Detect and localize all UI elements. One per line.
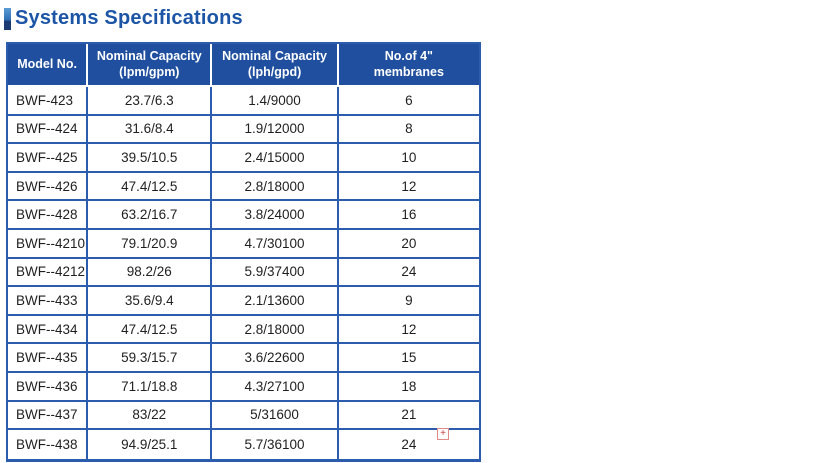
table-row: BWF--426 47.4/12.5 2.8/18000 12 [8,172,479,202]
membranes-cell: 9 [338,287,479,316]
model-cell: BWF--424 [8,115,89,145]
table-row: BWF--436 71.1/18.8 4.3/27100 18 [8,372,479,402]
membranes-cell: 24 [338,258,479,288]
capacity-lph-cell: 4.3/27100 [212,372,339,402]
capacity-lpm-cell: 39.5/10.5 [88,144,213,173]
specifications-table: Model No. Nominal Capacity (lpm/gpm) Nomi… [6,42,481,462]
capacity-lph-cell: 1.4/9000 [212,87,339,116]
capacity-lph-cell: 5.7/36100 [212,430,339,459]
capacity-lph-cell: 2.4/15000 [212,144,339,173]
capacity-lpm-cell: 59.3/15.7 [88,344,213,373]
capacity-lpm-cell: 98.2/26 [88,258,213,288]
capacity-lph-cell: 5.9/37400 [212,258,339,288]
table-row: BWF--435 59.3/15.7 3.6/22600 15 [8,344,479,373]
capacity-lpm-cell: 31.6/8.4 [88,115,213,145]
column-header-capacity-lpm: Nominal Capacity (lpm/gpm) [88,44,213,87]
column-header-capacity-lph: Nominal Capacity (lph/gpd) [212,44,339,87]
membranes-cell: 21 [338,401,479,431]
capacity-lpm-cell: 63.2/16.7 [88,201,213,230]
model-cell: BWF--435 [8,344,89,373]
model-cell: BWF--425 [8,144,89,173]
model-cell: BWF--434 [8,315,89,345]
capacity-lph-cell: 2.8/18000 [212,172,339,202]
membranes-cell: 12 [338,315,479,345]
model-cell: BWF--4210 [8,229,89,259]
table-row: BWF--428 63.2/16.7 3.8/24000 16 [8,201,479,230]
capacity-lpm-cell: 47.4/12.5 [88,315,213,345]
membranes-cell: 8 [338,115,479,145]
table-row: BWF--438 94.9/25.1 5.7/36100 24 [8,430,479,459]
capacity-lpm-cell: 83/22 [88,401,213,431]
model-cell: BWF--436 [8,372,89,402]
capacity-lpm-cell: 23.7/6.3 [88,87,213,116]
capacity-lph-cell: 5/31600 [212,401,339,431]
table-header: Model No. Nominal Capacity (lpm/gpm) Nomi… [8,44,479,87]
membranes-cell: 24 [338,430,479,459]
capacity-lph-cell: 3.6/22600 [212,344,339,373]
table-row: BWF--437 83/22 5/31600 21 [8,401,479,431]
capacity-lpm-cell: 79.1/20.9 [88,229,213,259]
table-row: BWF--433 35.6/9.4 2.1/13600 9 [8,287,479,316]
model-cell: BWF--433 [8,287,89,316]
capacity-lpm-cell: 71.1/18.8 [88,372,213,402]
column-header-membranes: No.of 4" membranes [338,44,479,87]
page-title: Systems Specifications [15,7,243,29]
membranes-cell: 10 [338,144,479,173]
table-body: BWF-423 23.7/6.3 1.4/9000 6 BWF--424 31.6/8.4… [8,87,479,459]
table-row: BWF--425 39.5/10.5 2.4/15000 10 [8,144,479,173]
membranes-cell: 6 [338,87,479,116]
capacity-lph-cell: 2.1/13600 [212,287,339,316]
model-cell: BWF--428 [8,201,89,230]
capacity-lpm-cell: 35.6/9.4 [88,287,213,316]
column-header-label: Model No. [17,56,77,71]
capacity-lph-cell: 3.8/24000 [212,201,339,230]
table-row: BWF-423 23.7/6.3 1.4/9000 6 [8,87,479,116]
membranes-cell: 20 [338,229,479,259]
table-row: BWF--4210 79.1/20.9 4.7/30100 20 [8,229,479,259]
capacity-lph-cell: 1.9/12000 [212,115,339,145]
column-header-model: Model No. [8,44,89,87]
model-cell: BWF--438 [8,430,89,459]
model-cell: BWF--4212 [8,258,89,288]
column-header-label: (lpm/gpm) [119,64,180,79]
broken-image-icon: + [437,428,449,440]
column-header-label: membranes [373,64,444,79]
membranes-cell: 18 [338,372,479,402]
column-header-label: No.of 4" [384,48,433,63]
membranes-cell: 15 [338,344,479,373]
title-bar-icon [4,7,11,30]
table-row: BWF--434 47.4/12.5 2.8/18000 12 [8,315,479,345]
column-header-label: (lph/gpd) [247,64,302,79]
membranes-cell: 16 [338,201,479,230]
page-header: Systems Specifications [0,0,830,32]
capacity-lpm-cell: 47.4/12.5 [88,172,213,202]
capacity-lph-cell: 2.8/18000 [212,315,339,345]
table-row: BWF--4212 98.2/26 5.9/37400 24 [8,258,479,288]
capacity-lpm-cell: 94.9/25.1 [88,430,213,459]
capacity-lph-cell: 4.7/30100 [212,229,339,259]
column-header-label: Nominal Capacity [222,48,327,63]
model-cell: BWF-423 [8,87,89,116]
model-cell: BWF--437 [8,401,89,431]
table-row: BWF--424 31.6/8.4 1.9/12000 8 [8,115,479,145]
membranes-cell: 12 [338,172,479,202]
model-cell: BWF--426 [8,172,89,202]
column-header-label: Nominal Capacity [96,48,202,63]
